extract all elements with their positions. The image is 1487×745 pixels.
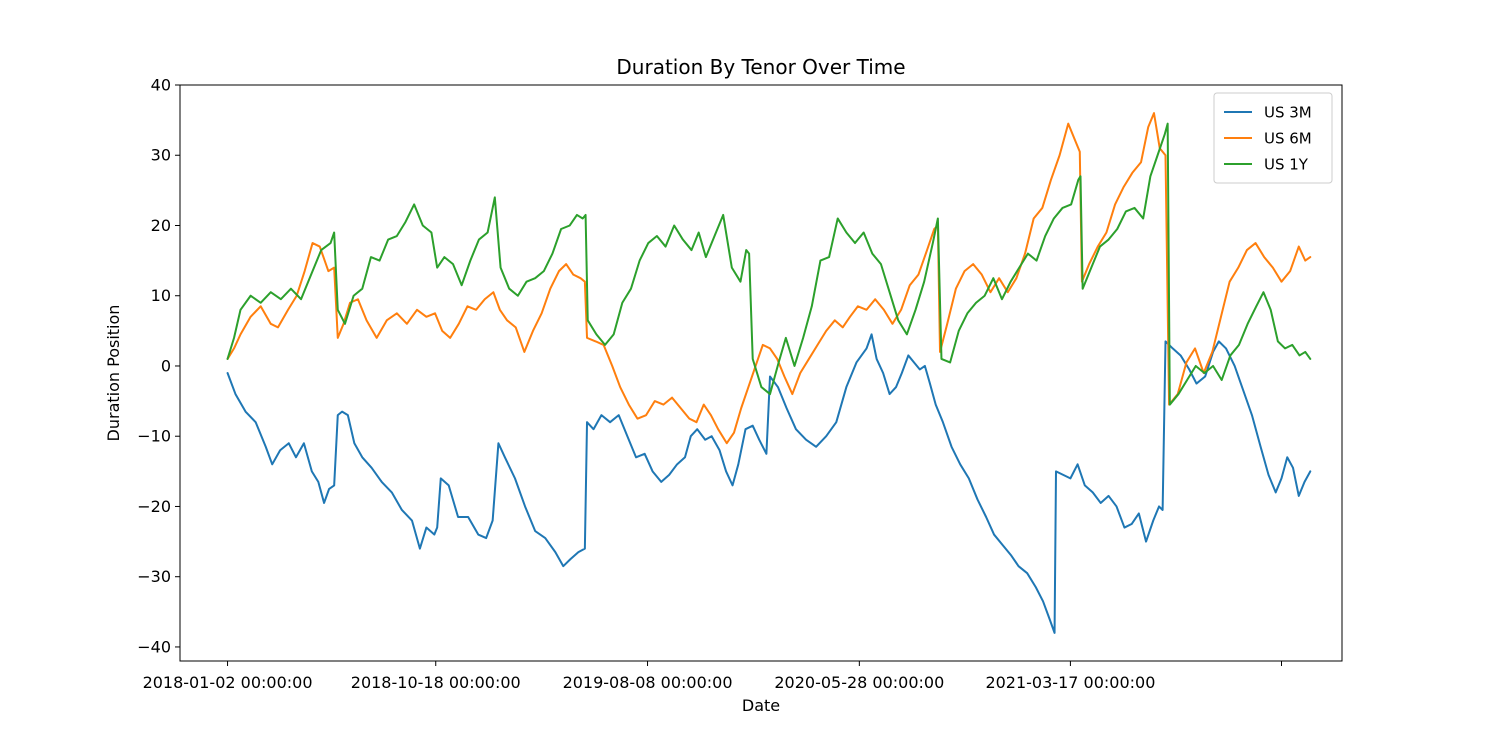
x-tick-label: 2018-10-18 00:00:00 (351, 673, 521, 692)
plot-area-frame (179, 84, 1343, 662)
legend-label: US 6M (1264, 130, 1312, 148)
x-tick-label: 2020-05-28 00:00:00 (774, 673, 944, 692)
x-tick-label: 2019-08-08 00:00:00 (563, 673, 733, 692)
series-line-us-3m (226, 333, 1312, 634)
series-line-us-6m (226, 112, 1312, 445)
x-tick-label: 2021-03-17 00:00:00 (985, 673, 1155, 692)
x-axis: 2018-01-02 00:00:00 2018-10-18 00:00:00 20… (143, 661, 1282, 692)
y-tick-label: 10 (151, 286, 171, 305)
series-layer (226, 112, 1312, 634)
legend-box (1213, 92, 1333, 184)
x-tick-label: 2018-01-02 00:00:00 (143, 673, 313, 692)
y-tick-label: −40 (137, 637, 171, 656)
legend: US 3M US 6M US 1Y (1213, 92, 1333, 184)
y-tick-label: 0 (161, 356, 171, 375)
x-axis-label: Date (742, 696, 780, 715)
y-axis: −40 −30 −20 −10 0 10 20 30 40 (137, 76, 180, 656)
y-tick-label: −30 (137, 567, 171, 586)
y-axis-label: Duration Position (104, 305, 123, 442)
y-tick-label: 30 (151, 146, 171, 165)
y-tick-label: −10 (137, 427, 171, 446)
legend-label: US 1Y (1264, 156, 1309, 174)
y-tick-label: −20 (137, 497, 171, 516)
series-line-us-1y (226, 122, 1312, 406)
legend-label: US 3M (1264, 104, 1312, 122)
chart-title: Duration By Tenor Over Time (616, 55, 905, 79)
y-tick-label: 40 (151, 76, 171, 95)
y-tick-label: 20 (151, 216, 171, 235)
